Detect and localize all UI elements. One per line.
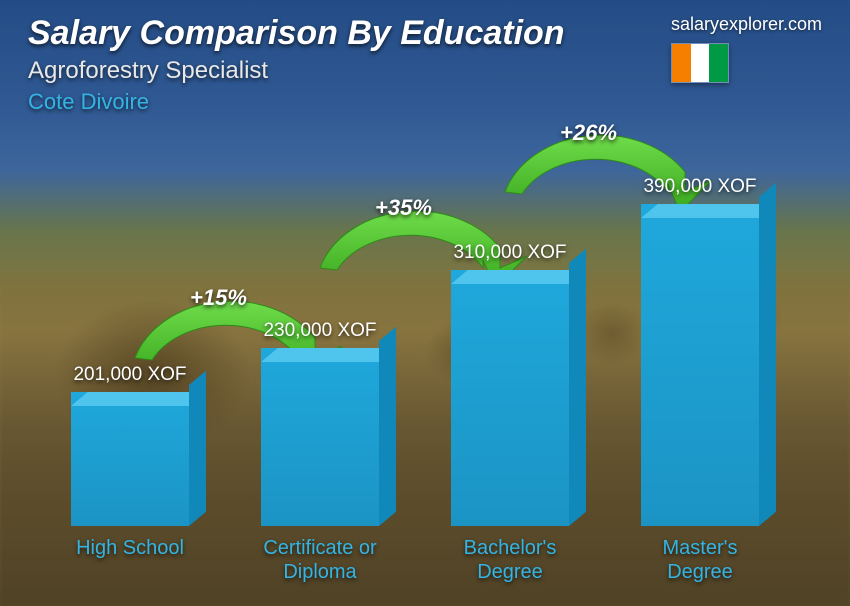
bar-group: 230,000 XOF Certificate or Diploma <box>240 320 400 584</box>
flag-icon <box>671 43 729 83</box>
bar <box>71 392 189 526</box>
bar-front-face <box>451 270 569 526</box>
bar-group: 390,000 XOF Master's Degree <box>620 176 780 584</box>
bar <box>451 270 569 526</box>
header: Salary Comparison By Education Agrofores… <box>28 14 822 115</box>
bar-top-face <box>71 392 206 406</box>
header-titles: Salary Comparison By Education Agrofores… <box>28 14 565 115</box>
bar-group: 310,000 XOF Bachelor's Degree <box>430 242 590 584</box>
brand-label: salaryexplorer.com <box>671 14 822 35</box>
bar-side-face <box>189 371 206 526</box>
flag-stripe-1 <box>672 44 691 82</box>
bar-top-face <box>261 348 396 362</box>
bar-label: High School <box>76 536 184 584</box>
subtitle-role: Agroforestry Specialist <box>28 57 565 85</box>
bar-label: Master's Degree <box>663 536 738 584</box>
bar-side-face <box>759 183 776 526</box>
bar-front-face <box>641 204 759 526</box>
bar-front-face <box>71 392 189 526</box>
header-right: salaryexplorer.com <box>671 14 822 83</box>
bar-label: Bachelor's Degree <box>464 536 557 584</box>
bar-chart: 201,000 XOF High School 230,000 XOF Certifi… <box>50 154 780 584</box>
bar-top-face <box>641 204 776 218</box>
bar-value: 310,000 XOF <box>453 242 566 264</box>
bar-front-face <box>261 348 379 526</box>
subtitle-country: Cote Divoire <box>28 89 565 115</box>
bar-group: 201,000 XOF High School <box>50 364 210 584</box>
bar-value: 230,000 XOF <box>263 320 376 342</box>
bar-value: 390,000 XOF <box>643 176 756 198</box>
increase-label: +26% <box>560 120 617 146</box>
page-title: Salary Comparison By Education <box>28 14 565 53</box>
bar-side-face <box>569 249 586 526</box>
bar <box>261 348 379 526</box>
bar-value: 201,000 XOF <box>73 364 186 386</box>
bar-top-face <box>451 270 586 284</box>
bar-side-face <box>379 327 396 526</box>
flag-stripe-3 <box>709 44 728 82</box>
bar-label: Certificate or Diploma <box>263 536 376 584</box>
flag-stripe-2 <box>691 44 710 82</box>
bar <box>641 204 759 526</box>
